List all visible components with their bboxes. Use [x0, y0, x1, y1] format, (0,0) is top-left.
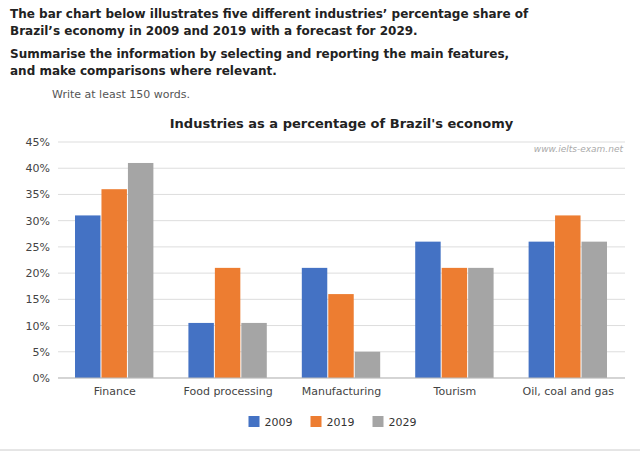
grid-line	[58, 142, 625, 143]
grid-line	[58, 378, 625, 379]
header-text: and make comparisons where relevant.	[10, 64, 277, 78]
legend-swatch	[311, 416, 322, 427]
y-tick-label: 0%	[33, 372, 50, 385]
separator	[0, 450, 640, 451]
y-tick-label: 10%	[26, 320, 50, 333]
legend: 2009 2019 2029	[249, 416, 417, 429]
x-axis-line	[58, 378, 625, 379]
bar: 2009 – Oil, coal and gas: 26	[529, 242, 554, 378]
note: Write at least 150 words.	[52, 88, 190, 101]
x-tick-label: Finance	[94, 385, 136, 398]
bar: 2019 – Tourism: 21	[442, 268, 467, 378]
legend-label: 2009	[265, 416, 293, 429]
legend-label: 2019	[327, 416, 355, 429]
bar: 2009 – Finance: 31	[75, 215, 100, 378]
x-tick-label: Tourism	[433, 385, 477, 398]
bar: 2029 – Tourism: 21	[468, 268, 493, 378]
bar: 2029 – Manufacturing: 5	[355, 352, 380, 378]
legend-swatch	[373, 416, 384, 427]
bar: 2029 – Oil, coal and gas: 26	[582, 242, 607, 378]
bar: 2009 – Food processing: 10.5	[188, 323, 213, 378]
x-tick-label: Food processing	[184, 385, 273, 398]
bar: 2029 – Finance: 41	[128, 163, 153, 378]
bars: 2009 – Finance: 31 2009 – Food processing…	[75, 163, 607, 378]
header-text: The bar chart below illustrates five dif…	[10, 7, 529, 21]
y-tick-label: 20%	[26, 267, 50, 280]
legend-swatch	[249, 416, 260, 427]
watermark: www.ielts-exam.net	[534, 144, 624, 154]
y-tick-label: 40%	[26, 162, 50, 175]
title: Industries as a percentage of Brazil's e…	[170, 116, 514, 131]
bar: 2009 – Manufacturing: 21	[302, 268, 327, 378]
header-text: Brazil’s economy in 2009 and 2019 with a…	[10, 24, 418, 38]
legend-label: 2029	[389, 416, 417, 429]
y-tick-label: 30%	[26, 215, 50, 228]
y-tick-label: 5%	[33, 346, 50, 359]
header-text: Summarise the information by selecting a…	[10, 47, 509, 61]
y-tick-label: 25%	[26, 241, 50, 254]
y-tick-label: 15%	[26, 293, 50, 306]
bar: 2019 – Manufacturing: 16	[328, 294, 353, 378]
bar: 2009 – Tourism: 26	[415, 242, 440, 378]
y-tick-label: 45%	[26, 136, 50, 149]
grid	[58, 142, 625, 378]
bar: 2029 – Food processing: 10.5	[241, 323, 266, 378]
x-tick-label: Manufacturing	[302, 385, 382, 398]
y-tick-label: 35%	[26, 188, 50, 201]
x-tick-label: Oil, coal and gas	[523, 385, 615, 398]
chart-container: The bar chart below illustrates five dif…	[0, 0, 640, 455]
bar: 2019 – Finance: 36	[101, 189, 126, 378]
bar: 2019 – Oil, coal and gas: 31	[555, 215, 580, 378]
bar: 2019 – Food processing: 21	[215, 268, 240, 378]
chart-svg: The bar chart below illustrates five dif…	[0, 0, 640, 455]
